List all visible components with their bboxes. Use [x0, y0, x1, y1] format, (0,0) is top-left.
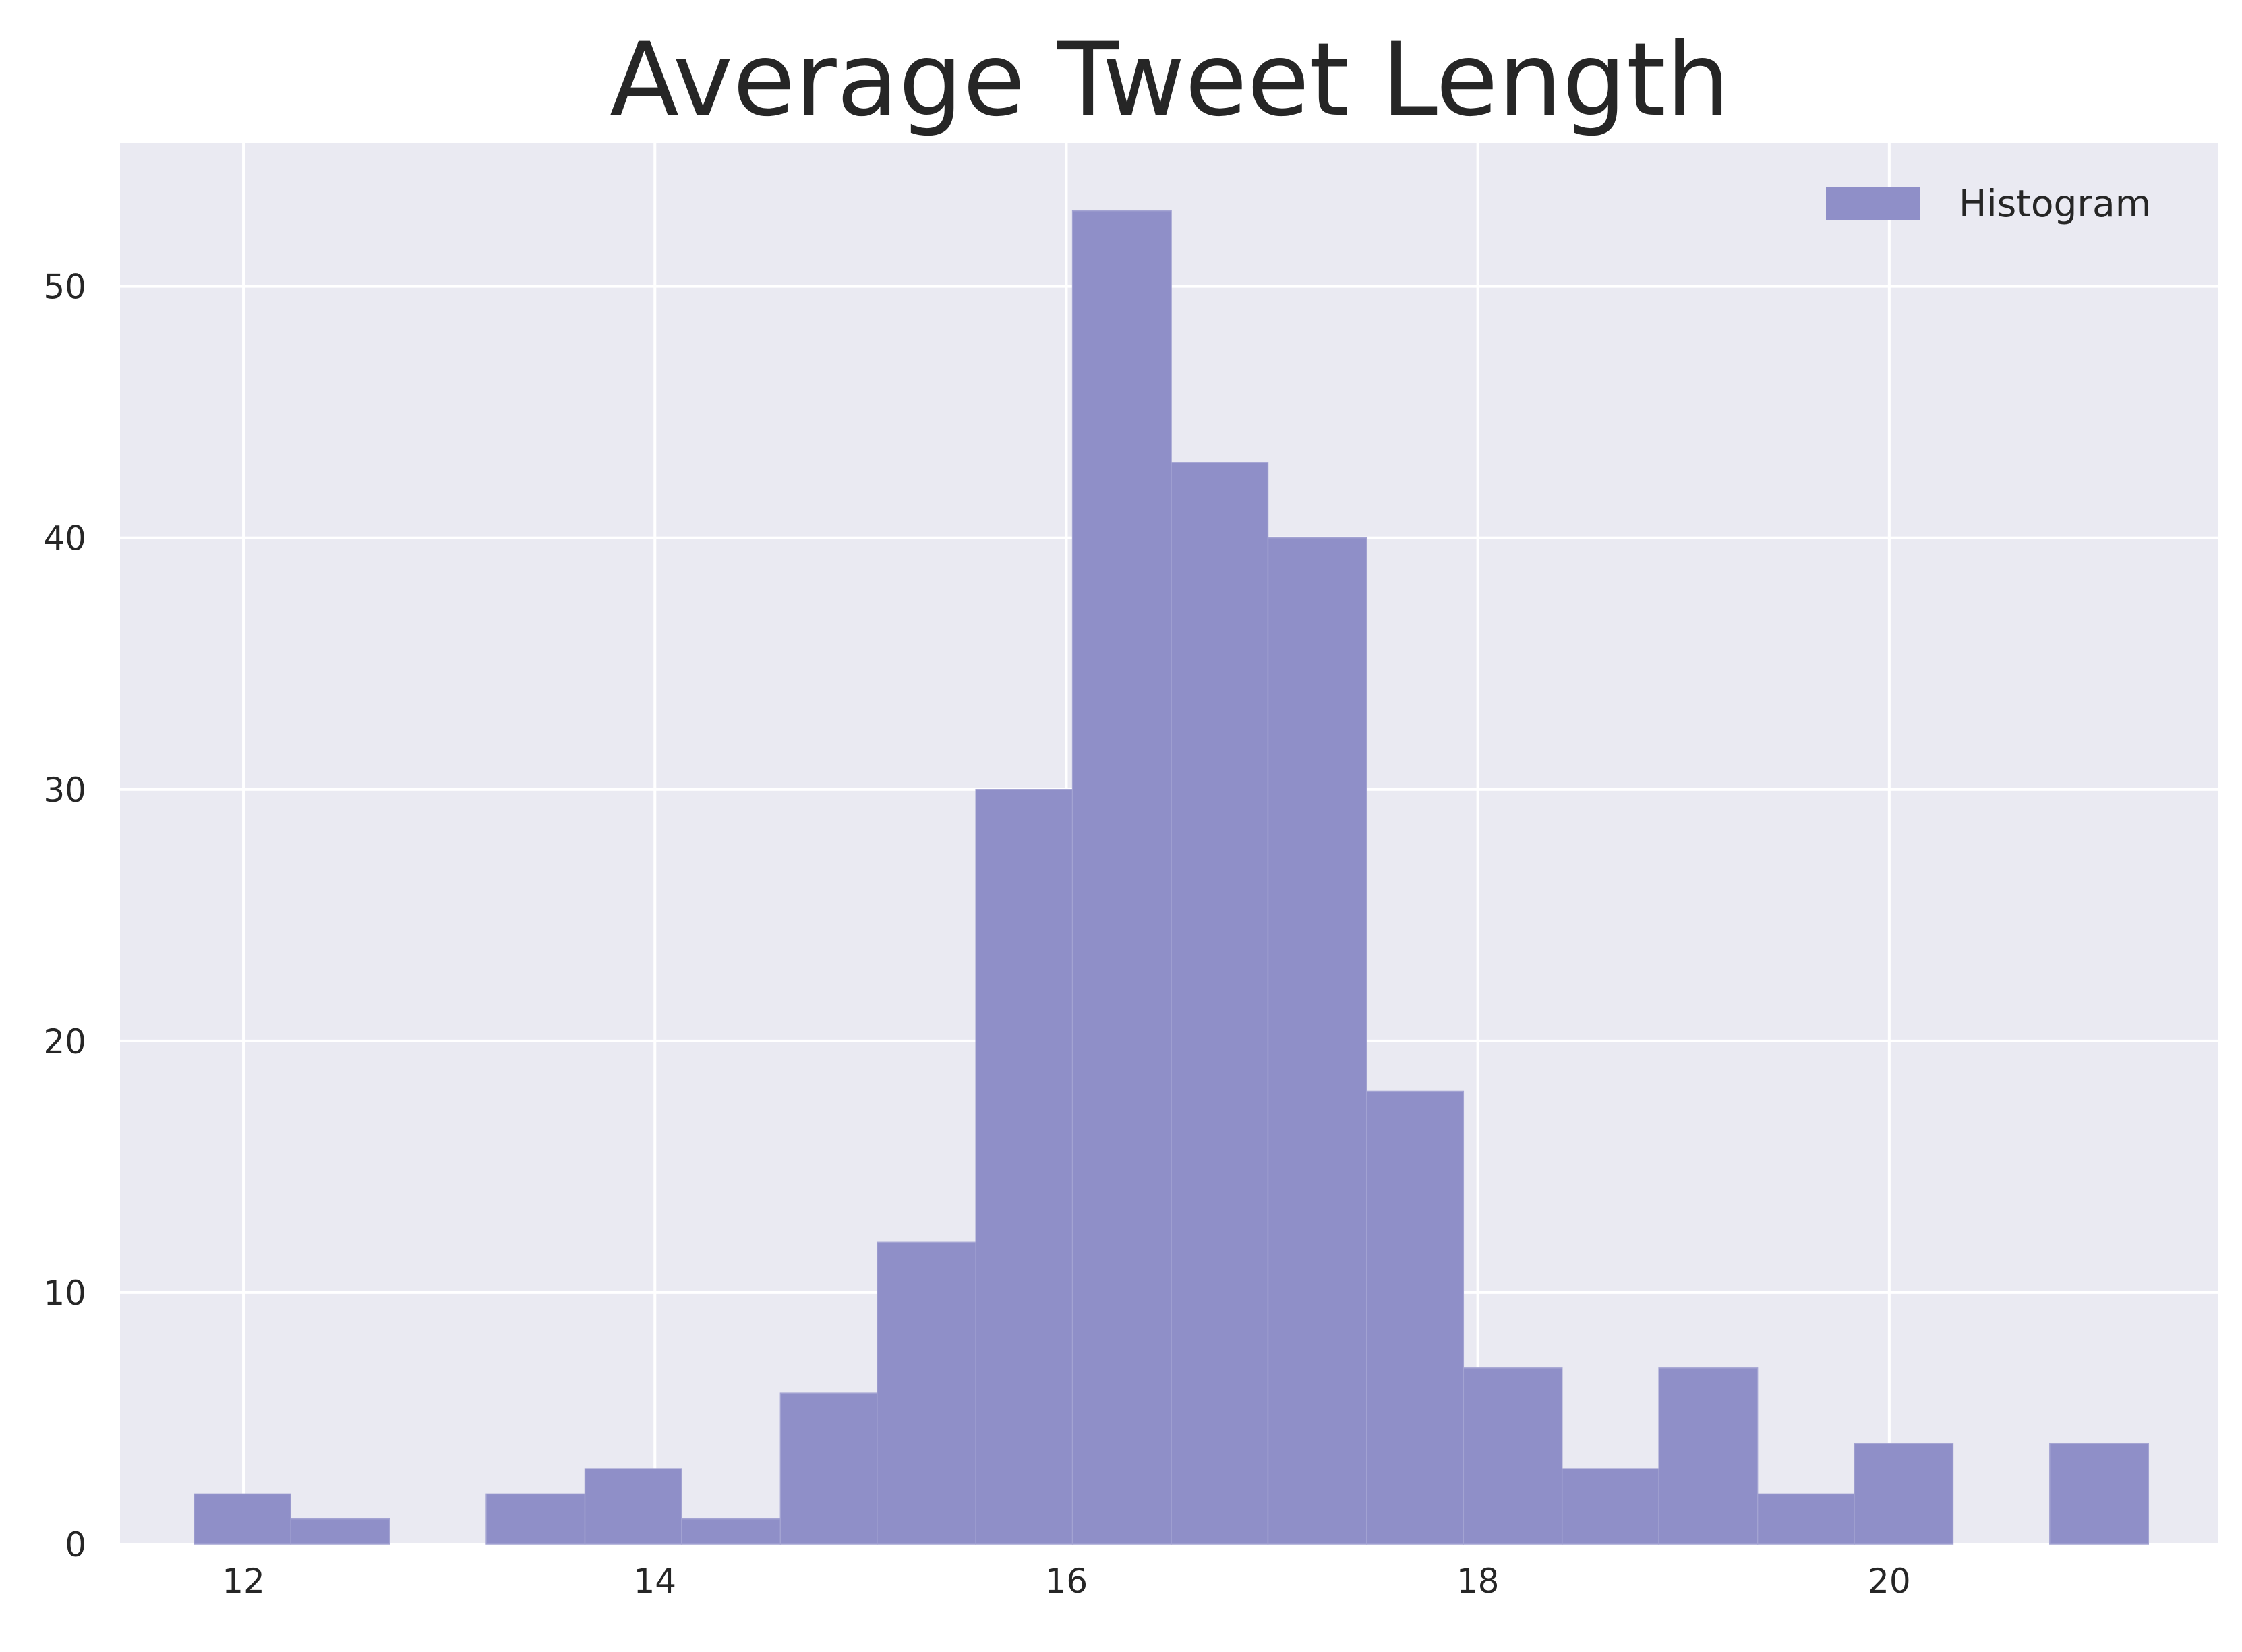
x-tick-label: 18: [1456, 1562, 1500, 1601]
histogram-bar: [1658, 1367, 1759, 1545]
x-tick-label: 20: [1868, 1562, 1911, 1601]
histogram-bar: [1463, 1367, 1563, 1545]
histogram-bar: [194, 1493, 291, 1545]
y-tick-label: 10: [43, 1274, 86, 1313]
histogram-bar: [681, 1518, 781, 1545]
histogram-bar: [1366, 1090, 1465, 1545]
legend-swatch: [1826, 187, 1920, 220]
histogram-bar: [1854, 1443, 1954, 1545]
chart-title: Average Tweet Length: [610, 22, 1730, 139]
histogram-bar: [779, 1392, 878, 1545]
histogram-bar: [290, 1518, 390, 1545]
histogram-bar: [584, 1468, 682, 1545]
histogram-bar: [1171, 462, 1269, 1545]
bars: [194, 210, 2150, 1545]
y-tick-label: 30: [43, 771, 86, 810]
histogram-bar: [1071, 210, 1172, 1545]
histogram-bar: [1757, 1493, 1855, 1545]
x-tick-label: 14: [633, 1562, 676, 1601]
histogram-bar: [877, 1241, 976, 1545]
y-tick-label: 0: [65, 1525, 86, 1564]
legend-label: Histogram: [1959, 182, 2151, 225]
y-tick-label: 40: [43, 519, 86, 558]
histogram-bar: [485, 1493, 586, 1545]
tick-labels: 12 14 16 18 20 0 10 20 30 40 50: [43, 268, 1910, 1601]
histogram-bar: [2049, 1443, 2150, 1545]
y-tick-label: 50: [43, 268, 86, 307]
legend: Histogram: [1826, 182, 2151, 225]
y-tick-label: 20: [43, 1022, 86, 1061]
histogram-bar: [1267, 537, 1367, 1545]
histogram-bar: [1561, 1468, 1659, 1545]
x-tick-label: 16: [1045, 1562, 1088, 1601]
histogram-bar: [975, 789, 1073, 1545]
x-tick-label: 12: [222, 1562, 265, 1601]
